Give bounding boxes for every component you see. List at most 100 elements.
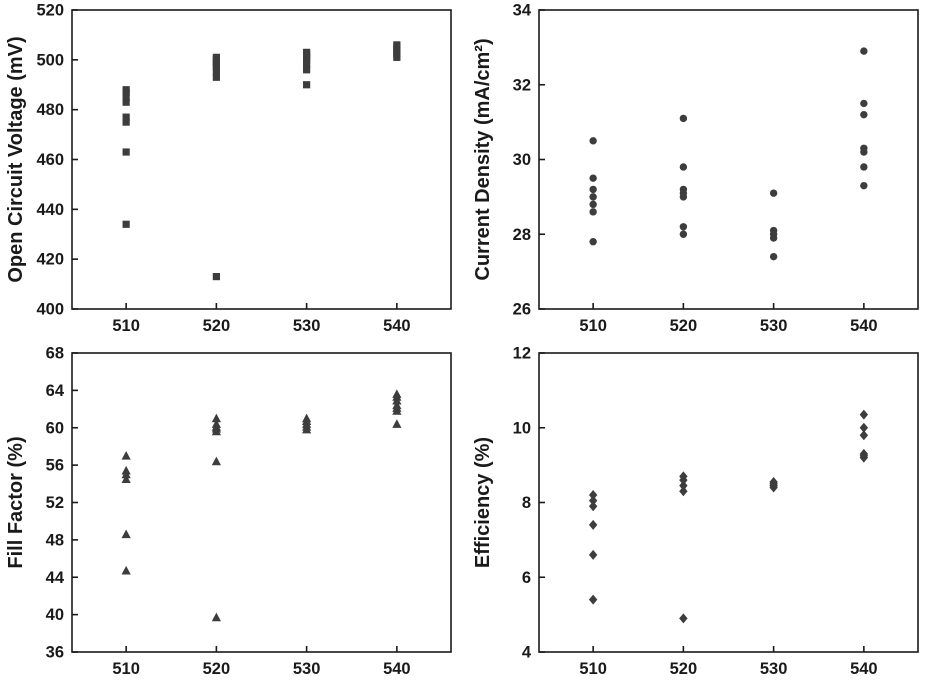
data-point-triangle — [211, 612, 221, 622]
y-tick-label: 48 — [46, 531, 64, 549]
data-point-circle — [679, 185, 688, 194]
data-point-triangle — [121, 565, 131, 575]
data-point-circle — [860, 163, 868, 171]
efficiency-plot: 4 6 8 10 12 510 520 530 540 Efficiency (%) — [467, 343, 934, 686]
x-tick-label: 510 — [112, 660, 140, 678]
y-tick-label: 500 — [36, 51, 64, 69]
current-density-plot: 26 28 30 32 34 510 520 530 540 Current Density (m… — [467, 0, 934, 343]
y-axis-title: Open Circuit Voltage (mV) — [5, 36, 27, 282]
data-point-square — [122, 98, 130, 106]
data-point-circle — [589, 193, 597, 201]
open-circuit-voltage-plot: 400 420 440 460 480 500 520 510 520 530 540 Open Ci… — [0, 0, 467, 343]
x-tick-label: 520 — [670, 660, 698, 678]
y-tick-label: 52 — [46, 494, 64, 512]
plot-border — [538, 352, 919, 653]
data-point-diamond — [588, 594, 598, 605]
fill-factor-chart: 36 40 44 48 52 56 60 64 68 510 520 530 540 Fill Facto… — [5, 345, 452, 678]
data-point-triangle — [121, 474, 131, 483]
y-tick-label: 8 — [522, 494, 531, 512]
data-point-circle — [860, 110, 868, 119]
data-point-circle — [589, 208, 597, 216]
data-point-square — [122, 86, 130, 94]
data-point-circle — [589, 185, 597, 194]
data-point-triangle — [121, 465, 131, 475]
data-point-square — [393, 41, 401, 49]
data-point-circle — [589, 137, 597, 145]
data-point-square — [212, 53, 220, 61]
data-point-square — [212, 273, 220, 281]
data-point-circle — [769, 189, 778, 197]
data-point-circle — [860, 181, 868, 190]
x-tick-label: 520 — [203, 317, 231, 335]
y-tick-label: 60 — [46, 419, 64, 437]
data-point-diamond — [588, 519, 598, 530]
y-tick-label: 68 — [46, 345, 64, 363]
fill-factor-plot: 36 40 44 48 52 56 60 64 68 510 520 530 540 Fill Facto… — [0, 343, 467, 686]
data-point-square — [303, 61, 311, 69]
data-point-square — [212, 68, 220, 76]
data-point-circle — [860, 144, 868, 152]
data-point-triangle — [392, 419, 402, 428]
x-tick-label: 510 — [579, 660, 607, 678]
y-tick-label: 400 — [36, 301, 64, 319]
data-point-circle — [679, 230, 688, 238]
y-tick-label: 460 — [36, 151, 64, 169]
y-axis-title: Fill Factor (%) — [5, 436, 27, 568]
efficiency-chart: 4 6 8 10 12 510 520 530 540 Efficiency (%) — [472, 345, 919, 678]
y-tick-label: 36 — [46, 644, 64, 662]
y-tick-label: 44 — [46, 569, 65, 587]
x-tick-label: 530 — [760, 317, 788, 335]
data-point-square — [122, 148, 130, 156]
data-point-triangle — [121, 450, 131, 460]
y-axis-title: Current Density (mA/cm²) — [472, 38, 494, 280]
data-point-circle — [589, 174, 597, 182]
data-point-square — [303, 66, 311, 74]
data-point-square — [122, 93, 130, 101]
y-tick-label: 32 — [513, 76, 531, 94]
data-point-square — [122, 220, 130, 228]
x-tick-label: 540 — [850, 660, 878, 678]
data-point-diamond — [588, 490, 598, 501]
y-axis-title: Efficiency (%) — [472, 437, 494, 568]
current-density-chart: 26 28 30 32 34 510 520 530 540 Current Density (m… — [472, 2, 919, 335]
data-point-circle — [679, 163, 688, 171]
y-tick-label: 520 — [36, 2, 64, 20]
x-tick-label: 520 — [203, 660, 231, 678]
y-tick-label: 26 — [513, 301, 531, 319]
data-point-triangle — [211, 419, 221, 428]
y-tick-label: 10 — [513, 419, 531, 437]
data-point-diamond — [588, 501, 598, 512]
data-point-circle — [679, 114, 688, 123]
data-point-circle — [589, 200, 597, 209]
data-point-triangle — [392, 400, 402, 410]
data-point-diamond — [679, 613, 688, 624]
plot-border — [538, 9, 919, 310]
data-point-triangle — [121, 529, 131, 539]
data-point-circle — [860, 99, 868, 108]
x-tick-label: 530 — [760, 660, 788, 678]
data-point-diamond — [859, 422, 869, 433]
y-tick-label: 28 — [513, 226, 531, 244]
x-tick-label: 520 — [670, 317, 698, 335]
data-point-triangle — [211, 413, 221, 423]
data-point-diamond — [588, 549, 598, 560]
y-tick-label: 420 — [36, 251, 64, 269]
data-point-triangle — [392, 389, 402, 398]
data-point-triangle — [211, 456, 221, 466]
data-point-diamond — [769, 476, 778, 487]
data-point-square — [303, 48, 311, 56]
x-tick-label: 540 — [383, 317, 411, 335]
data-point-triangle — [302, 413, 312, 423]
y-tick-label: 480 — [36, 101, 64, 119]
x-tick-label: 540 — [383, 660, 411, 678]
data-point-circle — [769, 252, 778, 261]
y-tick-label: 56 — [46, 457, 64, 475]
x-tick-label: 530 — [293, 660, 321, 678]
data-point-circle — [679, 223, 688, 231]
data-point-circle — [860, 47, 868, 55]
y-tick-label: 64 — [46, 382, 65, 400]
y-tick-label: 440 — [36, 201, 64, 219]
x-tick-label: 510 — [579, 317, 607, 335]
x-tick-label: 510 — [112, 317, 140, 335]
